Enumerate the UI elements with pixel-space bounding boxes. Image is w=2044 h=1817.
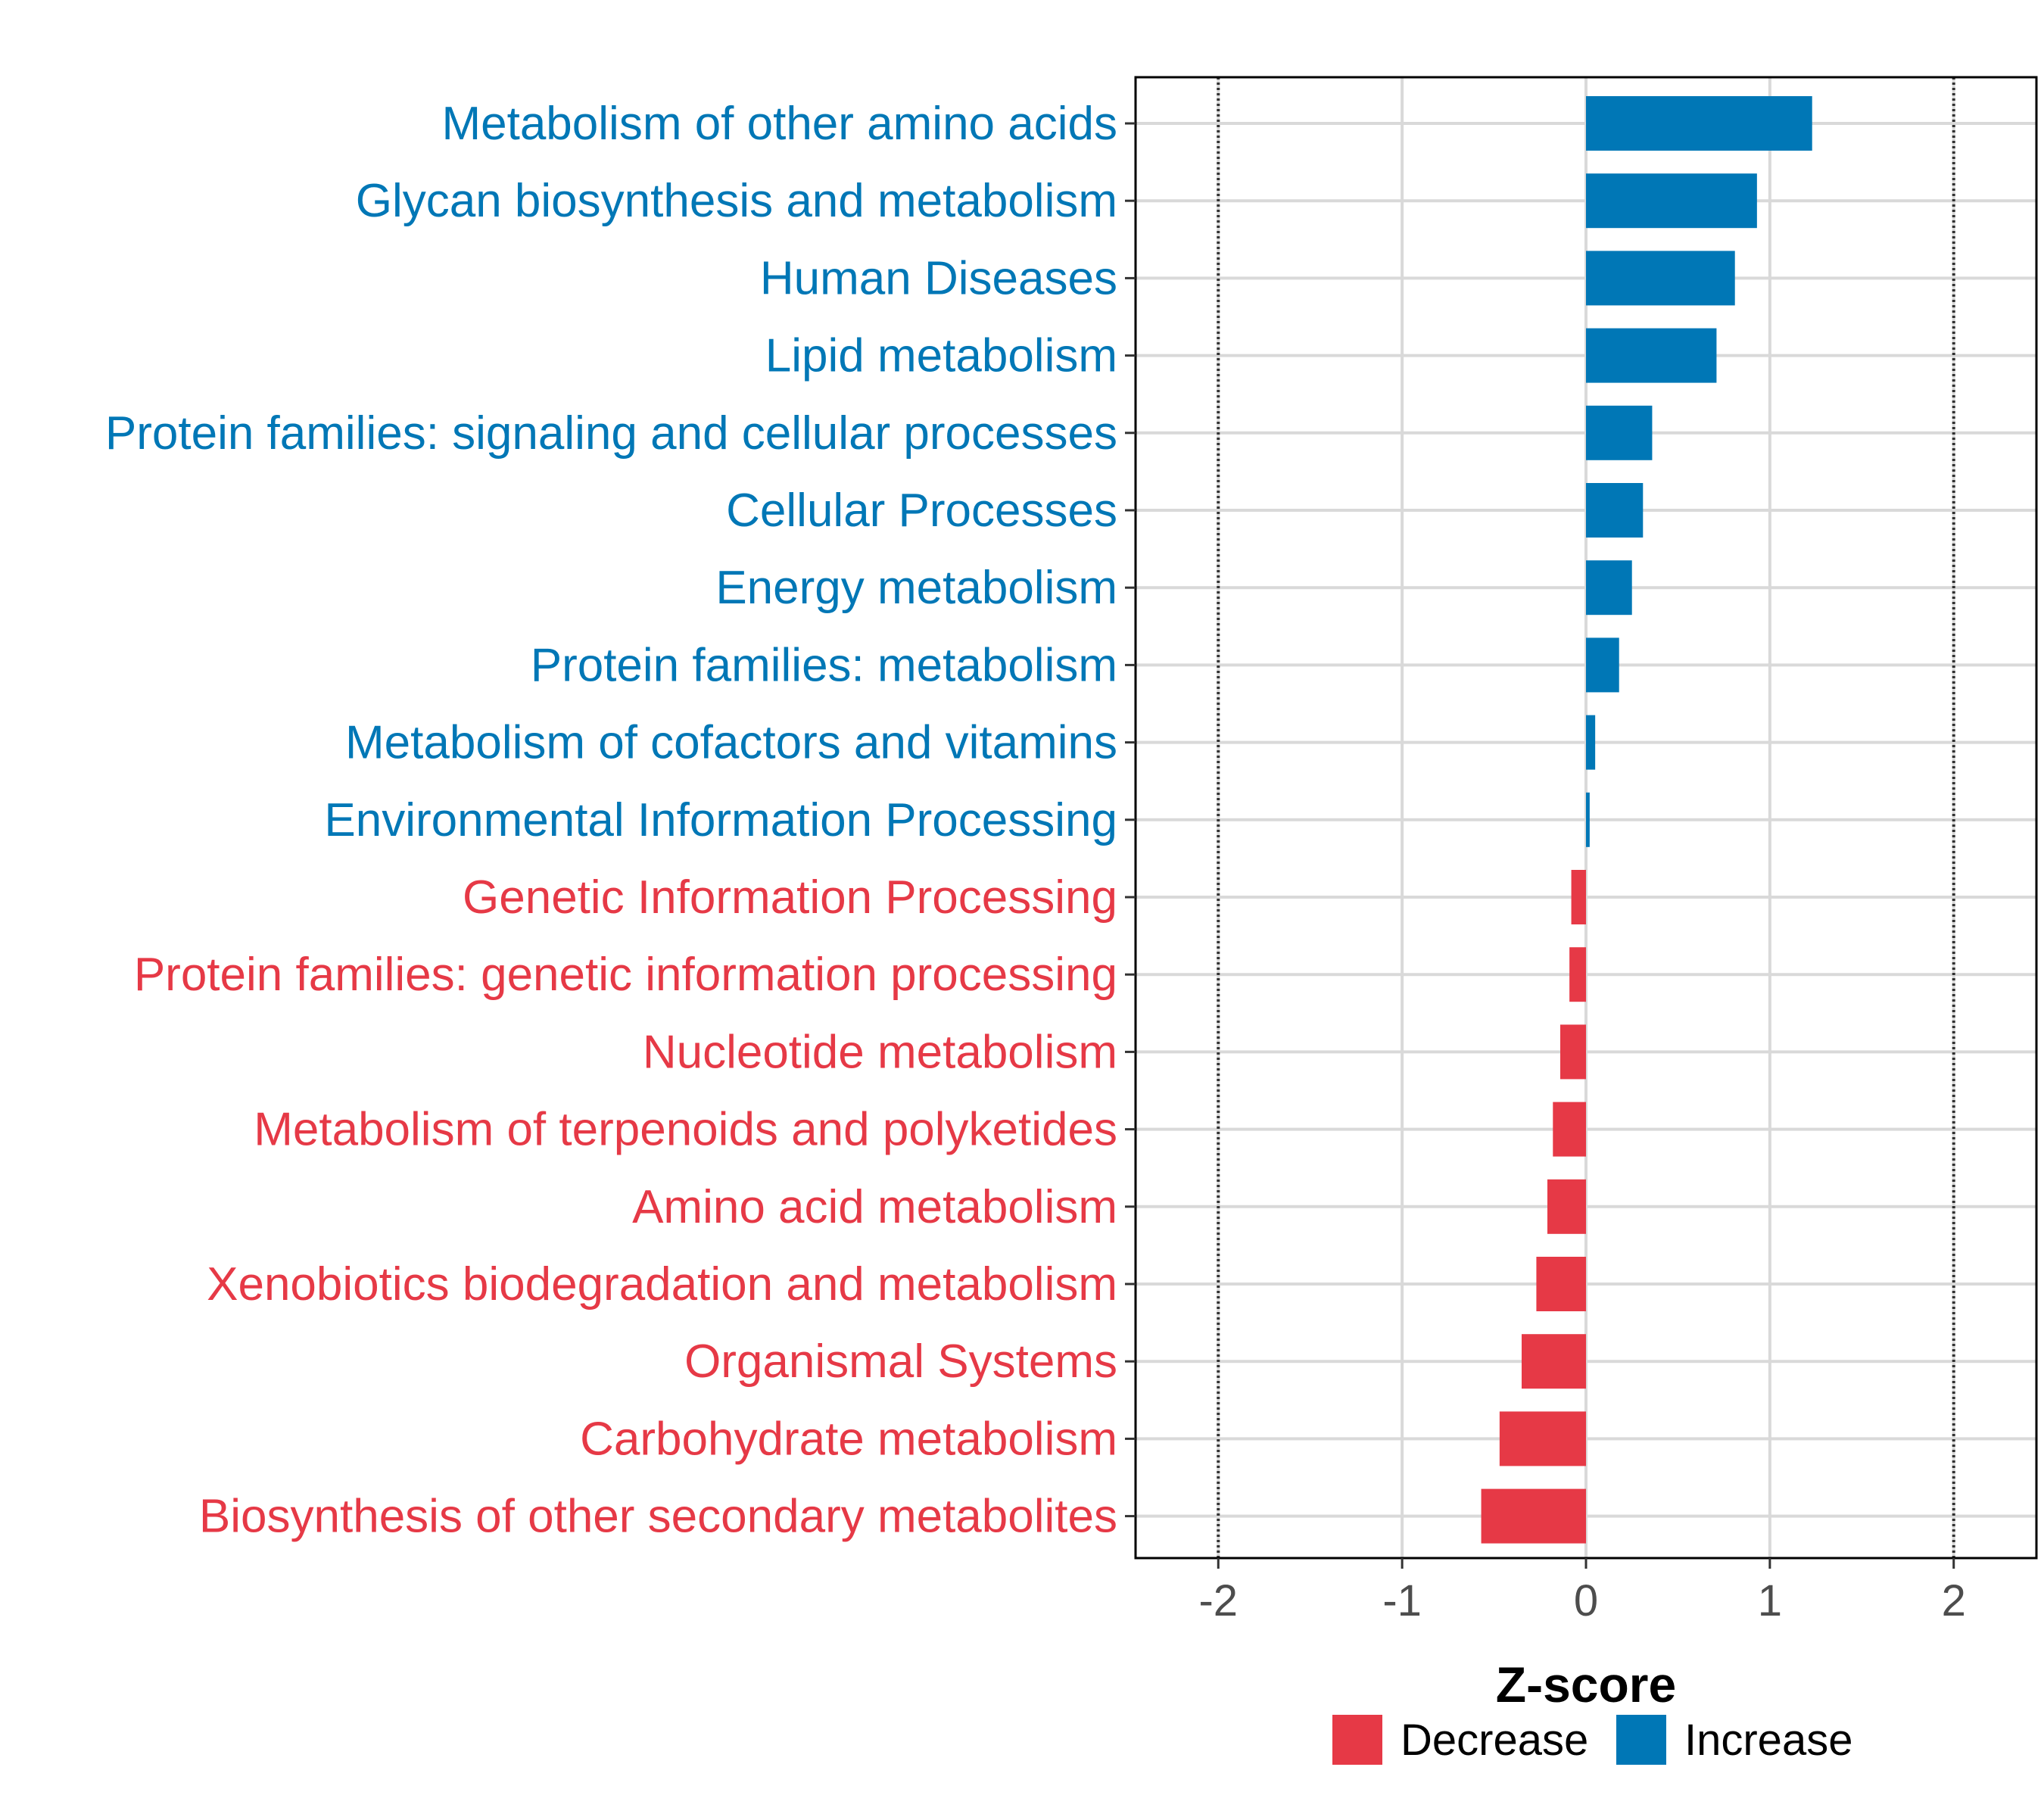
bar	[1522, 1334, 1586, 1389]
bar	[1586, 328, 1717, 383]
bar	[1569, 947, 1586, 1002]
category-label: Protein families: genetic information pr…	[134, 949, 1117, 1001]
bar	[1586, 405, 1653, 460]
legend-label: Increase	[1684, 1716, 1852, 1765]
bar	[1536, 1257, 1586, 1311]
category-label: Metabolism of other amino acids	[441, 98, 1117, 150]
bar	[1586, 251, 1735, 306]
category-label: Nucleotide metabolism	[643, 1026, 1117, 1078]
category-label: Xenobiotics biodegradation and metabolis…	[207, 1258, 1117, 1311]
category-label: Lipid metabolism	[765, 330, 1117, 382]
category-label: Metabolism of cofactors and vitamins	[345, 717, 1117, 769]
category-label: Carbohydrate metabolism	[580, 1413, 1117, 1465]
category-label: Cellular Processes	[726, 485, 1117, 537]
bar	[1571, 870, 1586, 924]
bar	[1547, 1179, 1586, 1234]
category-label: Biosynthesis of other secondary metaboli…	[199, 1491, 1117, 1543]
legend-swatch	[1616, 1715, 1666, 1765]
x-tick-label: -2	[1198, 1576, 1238, 1625]
bar	[1560, 1024, 1586, 1080]
bar	[1499, 1411, 1586, 1466]
category-label: Genetic Information Processing	[463, 871, 1117, 924]
bar	[1586, 560, 1632, 616]
bar	[1586, 96, 1812, 151]
x-tick-label: -1	[1382, 1576, 1422, 1625]
category-label: Protein families: metabolism	[531, 639, 1117, 691]
bar	[1586, 483, 1644, 538]
category-label: Amino acid metabolism	[632, 1181, 1117, 1233]
category-label: Protein families: signaling and cellular…	[105, 407, 1117, 460]
category-label: Metabolism of terpenoids and polyketides	[254, 1104, 1117, 1156]
category-label: Organismal Systems	[684, 1335, 1117, 1388]
legend-label: Decrease	[1401, 1716, 1588, 1765]
category-label: Energy metabolism	[715, 562, 1117, 614]
x-tick-label: 1	[1758, 1576, 1782, 1625]
y-axis: Metabolism of other amino acids Glycan bi…	[105, 98, 1136, 1543]
x-axis: -2 -1 0 1 2	[1198, 1558, 1966, 1625]
bar	[1553, 1102, 1586, 1157]
category-label: Glycan biosynthesis and metabolism	[356, 175, 1117, 227]
bar	[1586, 715, 1596, 770]
x-tick-label: 0	[1574, 1576, 1598, 1625]
bar	[1586, 792, 1590, 847]
category-label: Human Diseases	[760, 252, 1117, 304]
x-tick-label: 2	[1942, 1576, 1966, 1625]
bar	[1586, 637, 1619, 693]
bar	[1586, 173, 1757, 229]
bar	[1481, 1488, 1586, 1544]
legend-swatch	[1332, 1715, 1382, 1765]
category-label: Environmental Information Processing	[324, 794, 1117, 846]
bars-layer	[1481, 96, 1812, 1544]
legend: Decrease Increase	[1332, 1715, 1852, 1765]
x-axis-title: Z-score	[1496, 1656, 1676, 1713]
